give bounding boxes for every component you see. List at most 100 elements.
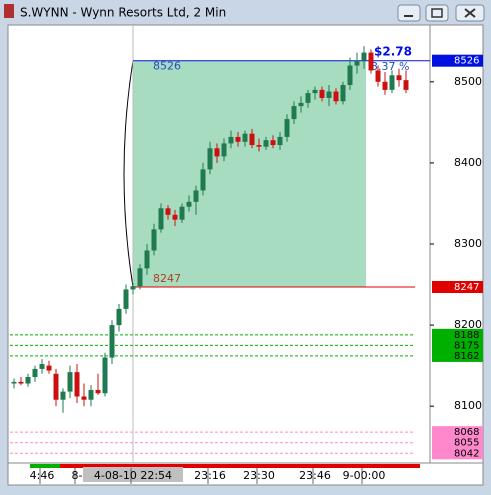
candle-body xyxy=(46,365,52,371)
minimize-button[interactable] xyxy=(397,4,421,22)
y-tick-label: 8200 xyxy=(454,318,482,331)
candle-body xyxy=(249,133,255,146)
candle-body xyxy=(123,289,129,309)
candle-body xyxy=(144,250,150,269)
measure-high-label: 8526 xyxy=(153,60,181,73)
window-title: S.WYNN - Wynn Resorts Ltd, 2 Min xyxy=(20,6,226,20)
candle-body xyxy=(172,214,178,220)
y-tick-label: 8400 xyxy=(454,156,482,169)
y-tick-label: 8100 xyxy=(454,399,482,412)
price-marker xyxy=(432,54,483,67)
candle-body xyxy=(130,286,136,290)
candle-body xyxy=(403,80,409,90)
candle-body xyxy=(193,190,199,202)
candle-body xyxy=(242,133,248,142)
candle-body xyxy=(340,85,346,102)
candle-body xyxy=(67,372,73,392)
candle-body xyxy=(151,229,157,251)
price-marker xyxy=(432,339,483,352)
candle-body xyxy=(186,201,192,207)
candle-body xyxy=(102,357,108,394)
price-marker-label: 8175 xyxy=(454,340,479,351)
candle-body xyxy=(179,206,185,220)
candle-body xyxy=(256,145,262,147)
candle-body xyxy=(235,136,241,142)
x-tick-label: 4:46 xyxy=(30,469,55,482)
candle-body xyxy=(396,75,402,81)
candle-body xyxy=(277,136,283,146)
price-marker xyxy=(432,447,483,460)
cursor-time-box xyxy=(83,467,183,482)
candle-body xyxy=(333,91,339,102)
candle-body xyxy=(319,89,325,98)
candle-body xyxy=(200,169,206,191)
candle-body xyxy=(60,391,66,400)
candle-body xyxy=(165,208,171,215)
candle-body xyxy=(284,119,290,137)
price-marker-label: 8188 xyxy=(454,330,479,341)
candle-body xyxy=(137,268,143,287)
window-icon xyxy=(4,4,14,18)
price-marker xyxy=(432,280,483,293)
y-tick-label: 8500 xyxy=(454,75,482,88)
close-icon xyxy=(464,8,476,18)
measure-box xyxy=(133,60,366,287)
candle-body xyxy=(32,368,38,378)
candle-body xyxy=(263,140,269,147)
candle-body xyxy=(368,52,374,71)
maximize-icon xyxy=(431,8,443,18)
measure-bracket xyxy=(123,60,134,288)
candle-body xyxy=(354,60,360,66)
measure-percent: 3.37 % xyxy=(371,60,409,73)
candle-body xyxy=(158,208,164,230)
x-tick-label: 4-08-10 22:54 xyxy=(94,469,172,482)
candle-body xyxy=(95,390,101,394)
session-bar xyxy=(60,464,420,468)
candle-body xyxy=(39,364,45,369)
price-axis xyxy=(429,24,484,464)
price-marker-label: 8068 xyxy=(454,427,479,438)
candle-body xyxy=(270,140,276,146)
price-marker-label: 8247 xyxy=(454,282,479,293)
candle-body xyxy=(298,102,304,107)
x-tick-label: 23:30 xyxy=(243,469,275,482)
price-marker xyxy=(432,436,483,449)
candle-body xyxy=(389,75,395,90)
candle-body xyxy=(116,308,122,326)
candle-body xyxy=(312,89,318,94)
x-tick-label: 23:46 xyxy=(299,469,331,482)
candle-body xyxy=(305,93,311,103)
candle-body xyxy=(361,52,367,61)
candle-body xyxy=(88,390,94,400)
price-marker-label: 8055 xyxy=(454,438,479,449)
candle-body xyxy=(74,372,80,397)
candle-body xyxy=(18,381,24,384)
price-marker-label: 8162 xyxy=(454,351,479,362)
candle-body xyxy=(207,148,213,170)
session-bar xyxy=(30,464,60,468)
candle-body xyxy=(25,377,31,384)
maximize-button[interactable] xyxy=(425,4,449,22)
candle-body xyxy=(81,396,87,400)
x-tick-label: 9-00:00 xyxy=(343,469,386,482)
price-marker xyxy=(432,349,483,362)
candle-body xyxy=(53,373,59,400)
price-marker xyxy=(432,328,483,341)
x-tick-label: 8- xyxy=(72,469,83,482)
price-marker-label: 8042 xyxy=(454,448,479,459)
candle-body xyxy=(214,148,220,157)
measure-change: $2.78 xyxy=(374,45,412,59)
window-buttons[interactable] xyxy=(397,4,485,22)
candle-body xyxy=(375,70,381,82)
candle-body xyxy=(228,136,234,144)
price-marker xyxy=(432,426,483,439)
candle-body xyxy=(221,143,227,157)
candle-body xyxy=(347,65,353,86)
candle-body xyxy=(109,325,115,358)
candle-body xyxy=(326,91,332,98)
measure-low-label: 8247 xyxy=(153,272,181,285)
price-marker-label: 8526 xyxy=(454,56,479,67)
y-tick-label: 8300 xyxy=(454,237,482,250)
candle-body xyxy=(11,381,17,384)
